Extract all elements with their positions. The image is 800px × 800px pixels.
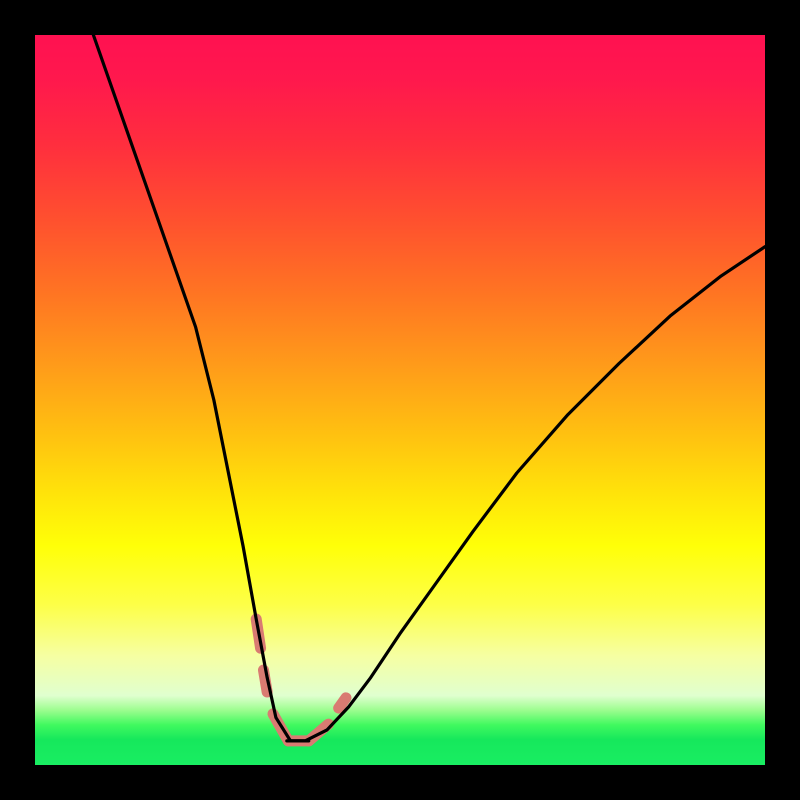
chart-stage: TheBottleneck.com — [0, 0, 800, 800]
connector-segment — [339, 698, 346, 708]
plot-gradient-background — [35, 35, 765, 765]
bottleneck-chart — [0, 0, 800, 800]
